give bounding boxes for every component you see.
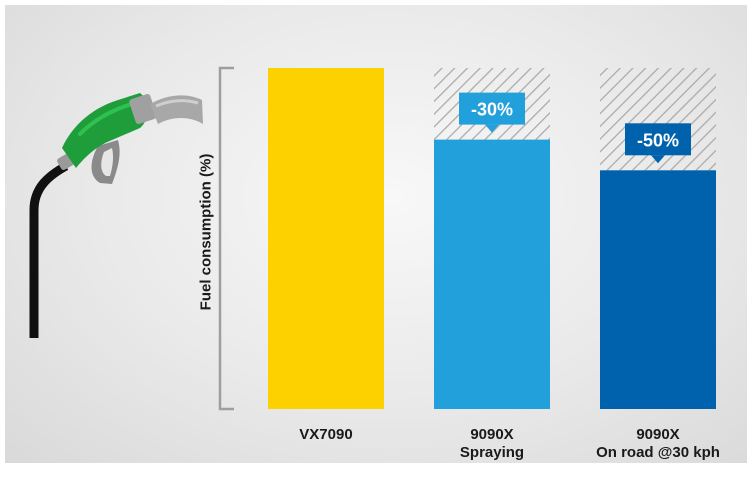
bar-0 [268, 68, 384, 409]
category-label-1-0: 9090X [470, 426, 513, 443]
reduction-badge-label-2: -50% [637, 130, 679, 150]
category-label-0-0: VX7090 [299, 426, 352, 443]
category-label-2-0: 9090X [636, 426, 679, 443]
bar-2 [600, 170, 716, 409]
reduction-badge-1: -30% [459, 92, 525, 133]
y-axis-label: Fuel consumption (%) [197, 153, 215, 311]
category-label-2-1: On road @30 kph [596, 444, 720, 461]
reduction-badge-2: -50% [625, 123, 691, 164]
reduction-badge-label-1: -30% [471, 100, 513, 120]
y-axis-bracket [218, 66, 234, 411]
bar-1 [434, 139, 550, 410]
category-label-1-1: Spraying [460, 444, 524, 461]
